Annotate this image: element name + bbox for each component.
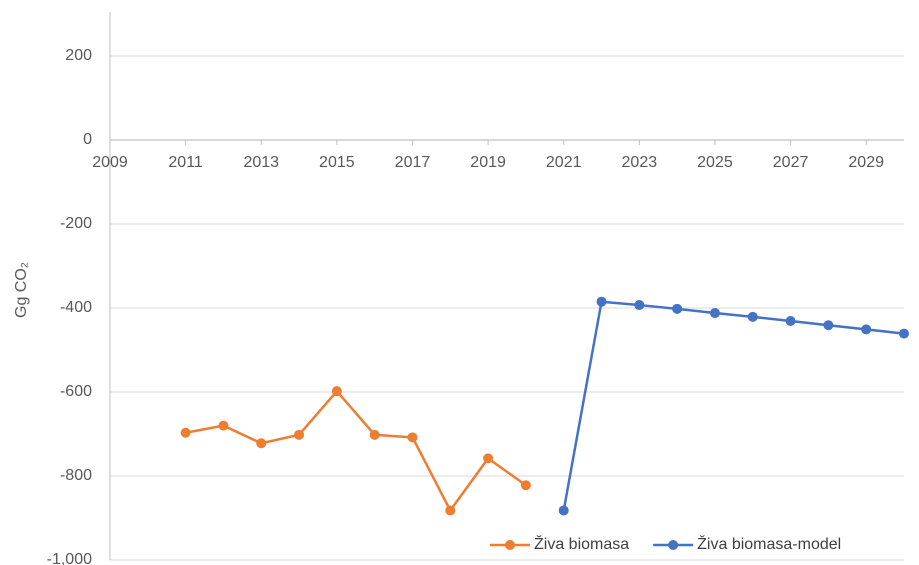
data-point xyxy=(558,505,569,516)
data-point xyxy=(823,320,834,331)
y-tick-label: 0 xyxy=(83,131,92,148)
legend-label: Živa biomasa-model xyxy=(697,534,841,553)
x-tick-label: 2015 xyxy=(319,154,355,171)
data-point xyxy=(747,311,758,322)
y-tick-label: -400 xyxy=(60,299,92,316)
y-tick-label: -200 xyxy=(60,215,92,232)
data-point xyxy=(672,303,683,314)
data-point xyxy=(256,438,267,449)
x-tick-label: 2021 xyxy=(546,154,582,171)
x-tick-label: 2025 xyxy=(697,154,733,171)
data-point xyxy=(785,316,796,327)
data-point xyxy=(180,427,191,438)
y-tick-label: -1,000 xyxy=(47,551,92,565)
x-tick-label: 2011 xyxy=(168,154,203,171)
legend-marker xyxy=(668,540,679,550)
x-tick-label: 2019 xyxy=(470,154,506,171)
data-point xyxy=(899,328,909,339)
series-line xyxy=(562,300,905,511)
data-point xyxy=(331,386,342,397)
x-tick-label: 2009 xyxy=(92,154,128,171)
x-tick-label: 2013 xyxy=(243,154,279,171)
data-point xyxy=(596,296,607,307)
y-tick-label: 200 xyxy=(65,47,92,64)
data-point xyxy=(407,432,418,443)
data-point xyxy=(445,505,456,516)
series-line xyxy=(185,389,527,512)
data-point xyxy=(520,480,531,491)
data-point xyxy=(218,420,229,431)
data-point xyxy=(634,300,645,311)
x-tick-label: 2017 xyxy=(395,154,431,171)
legend: Živa biomasa Živa biomasa-model xyxy=(490,534,841,553)
x-tick-label: 2029 xyxy=(848,154,884,171)
y-tick-label: -600 xyxy=(60,383,92,400)
y-tick-label: -800 xyxy=(60,467,92,484)
x-tick-label: 2027 xyxy=(773,154,809,171)
data-point xyxy=(369,429,380,440)
legend-marker xyxy=(505,540,515,550)
x-tick-label: 2023 xyxy=(622,154,658,171)
data-point xyxy=(294,429,305,440)
data-point xyxy=(861,324,872,335)
data-point xyxy=(709,308,720,319)
data-point xyxy=(483,453,494,464)
legend-label: Živa biomasa xyxy=(534,534,629,553)
y-axis-label: Gg CO₂ xyxy=(13,262,30,318)
